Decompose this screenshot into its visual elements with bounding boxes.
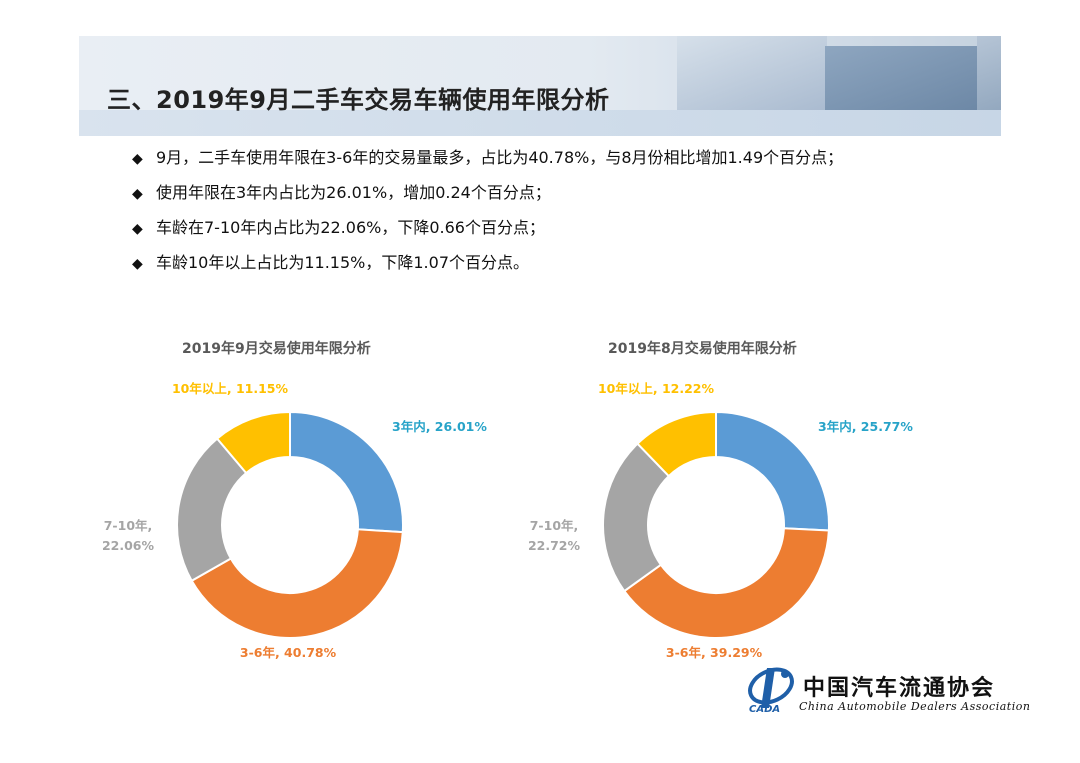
data-label-within-3y: 3年内, 26.01% bbox=[392, 419, 487, 434]
diamond-bullet-icon: ◆ bbox=[132, 221, 143, 237]
cada-emblem-icon bbox=[748, 667, 794, 708]
bullet-item: ◆ 车龄10年以上占比为11.15%，下降1.07个百分点。 bbox=[132, 245, 843, 280]
donut-slice-within-3y bbox=[715, 410, 830, 532]
header-banner: 三、2019年9月二手车交易车辆使用年限分析 bbox=[79, 36, 1001, 136]
logo-abbreviation: CADA bbox=[749, 704, 781, 715]
data-label-7-10y: 7-10年, bbox=[530, 518, 579, 533]
donut-slice-over-10y bbox=[636, 410, 717, 478]
data-label-3-6y: 3-6年, 39.29% bbox=[666, 645, 763, 660]
diamond-bullet-icon: ◆ bbox=[132, 186, 143, 202]
page-title: 三、2019年9月二手车交易车辆使用年限分析 bbox=[107, 86, 610, 114]
cada-logo: CADA 中国汽车流通协会 China Automobile Dealers A… bbox=[745, 664, 1030, 724]
data-label-7-10y-value: 22.72% bbox=[528, 538, 581, 553]
bullet-item: ◆ 使用年限在3年内占比为26.01%，增加0.24个百分点； bbox=[132, 175, 843, 210]
header-strip bbox=[79, 110, 1001, 136]
logo-name-cn: 中国汽车流通协会 bbox=[803, 675, 996, 701]
donut-slice-within-3y bbox=[289, 410, 404, 534]
bullet-text: 车龄在7-10年内占比为22.06%，下降0.66个百分点； bbox=[156, 218, 545, 237]
chart-title-sep: 2019年9月交易使用年限分析 bbox=[182, 341, 371, 357]
bullet-text: 9月，二手车使用年限在3-6年的交易量最多，占比为40.78%，与8月份相比增加… bbox=[156, 148, 844, 167]
data-label-7-10y-value: 22.06% bbox=[102, 538, 155, 553]
decorative-cube bbox=[977, 36, 1001, 110]
donut-chart-aug: 3年内, 25.77% 3-6年, 39.29% 7-10年, 22.72% 10年以上… bbox=[528, 381, 913, 660]
donut-chart-sep: 3年内, 26.01% 3-6年, 40.78% 7-10年, 22.06% 10年以上… bbox=[102, 381, 487, 660]
decorative-cube bbox=[677, 36, 827, 110]
bullet-text: 使用年限在3年内占比为26.01%，增加0.24个百分点； bbox=[156, 183, 551, 202]
data-label-7-10y: 7-10年, bbox=[104, 518, 153, 533]
bullet-text: 车龄10年以上占比为11.15%，下降1.07个百分点。 bbox=[156, 253, 529, 272]
donut-slice-over-10y bbox=[215, 410, 291, 475]
chart-title-aug: 2019年8月交易使用年限分析 bbox=[608, 341, 797, 357]
diamond-bullet-icon: ◆ bbox=[132, 151, 143, 167]
logo-name-en: China Automobile Dealers Association bbox=[799, 700, 1031, 713]
data-label-over-10y: 10年以上, 11.15% bbox=[172, 381, 289, 396]
bullet-list: ◆ 9月，二手车使用年限在3-6年的交易量最多，占比为40.78%，与8月份相比增… bbox=[132, 140, 843, 280]
decorative-cube bbox=[825, 46, 977, 110]
data-label-within-3y: 3年内, 25.77% bbox=[818, 419, 913, 434]
donut-slice-3-6y bbox=[190, 528, 404, 639]
data-label-3-6y: 3-6年, 40.78% bbox=[240, 645, 337, 660]
donut-slice-3-6y bbox=[622, 527, 830, 639]
bullet-item: ◆ 车龄在7-10年内占比为22.06%，下降0.66个百分点； bbox=[132, 210, 843, 245]
diamond-bullet-icon: ◆ bbox=[132, 256, 143, 272]
data-label-over-10y: 10年以上, 12.22% bbox=[598, 381, 715, 396]
bullet-item: ◆ 9月，二手车使用年限在3-6年的交易量最多，占比为40.78%，与8月份相比增… bbox=[132, 140, 843, 175]
